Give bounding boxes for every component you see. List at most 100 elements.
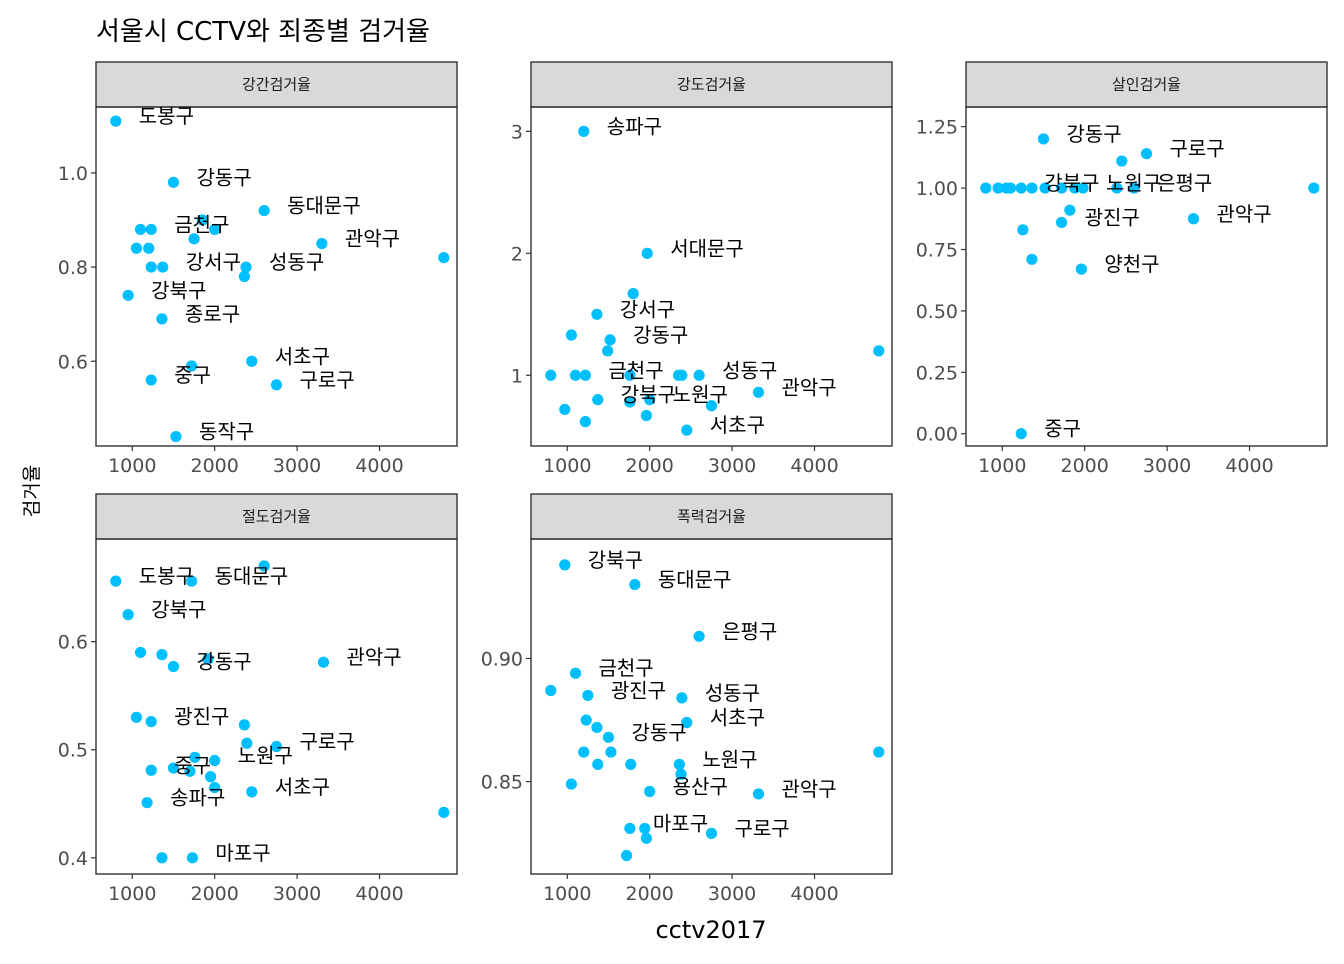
x-tick-label: 2000	[191, 455, 239, 477]
point-label: 양천구	[1104, 252, 1159, 276]
facet-panel-3: 살인검거율 1000 2000 3000 4000 0.00 0.25 0.50 0.75 1.0…	[916, 61, 1328, 477]
data-point	[580, 714, 592, 726]
data-point	[579, 369, 591, 381]
data-point	[629, 578, 641, 591]
point-label: 은평구	[722, 619, 777, 643]
data-point	[1026, 253, 1038, 265]
data-point	[644, 785, 656, 798]
data-point	[167, 762, 180, 774]
point-label: 중구	[174, 753, 211, 777]
data-point	[681, 424, 693, 436]
point-label: 노원구	[702, 747, 757, 771]
point-label: 강북구	[588, 548, 643, 572]
point-label: 강북구	[1044, 171, 1099, 195]
x-tick-label: 1000	[978, 455, 1026, 477]
point-label: 강북구	[621, 383, 676, 407]
point-label: 성동구	[722, 358, 777, 382]
data-point	[676, 692, 688, 704]
point-label: 구로구	[300, 729, 355, 753]
point-label: 도봉구	[139, 564, 194, 588]
data-point	[145, 223, 157, 236]
data-point	[625, 758, 637, 770]
data-point	[578, 746, 590, 758]
point-label: 강북구	[151, 598, 206, 622]
data-point	[1039, 182, 1051, 194]
data-point	[438, 252, 450, 264]
data-point	[141, 797, 153, 809]
data-point	[591, 308, 603, 320]
data-point	[186, 852, 199, 864]
point-label: 강서구	[186, 250, 241, 274]
x-tick-label: 1000	[108, 883, 156, 905]
data-point	[240, 261, 252, 273]
data-point	[693, 630, 705, 642]
point-label: 성동구	[269, 250, 324, 274]
panel-frame	[530, 106, 893, 447]
data-point	[145, 374, 157, 386]
data-point	[246, 355, 258, 367]
x-tick-label: 3000	[708, 883, 756, 905]
point-label: 중구	[174, 363, 211, 387]
data-point	[184, 765, 196, 777]
data-point	[156, 313, 168, 325]
data-point	[640, 409, 652, 422]
data-point	[204, 771, 217, 783]
data-point	[130, 711, 142, 723]
point-label: 강동구	[633, 323, 688, 347]
y-tick-label: 0.5	[58, 740, 88, 762]
point-label: 동대문구	[658, 568, 732, 592]
data-point	[559, 559, 571, 571]
data-point	[1037, 133, 1050, 145]
data-point	[1128, 182, 1140, 194]
point-label: 강동구	[1066, 122, 1121, 146]
data-point	[1077, 182, 1089, 194]
x-tick-label: 1000	[108, 455, 156, 477]
data-point	[110, 115, 122, 127]
point-label: 강북구	[151, 278, 206, 302]
data-point	[582, 689, 594, 702]
data-point	[145, 261, 157, 273]
data-point	[693, 369, 705, 381]
data-point	[624, 396, 636, 408]
data-point	[317, 656, 330, 668]
data-point	[438, 806, 450, 819]
data-point	[591, 721, 603, 734]
data-point	[316, 237, 328, 250]
point-label: 서초구	[710, 413, 765, 437]
data-point	[545, 684, 557, 697]
facet-strip	[965, 61, 1328, 108]
point-label: 금천구	[599, 656, 654, 680]
facet-strip-label: 강도검거율	[677, 76, 746, 94]
data-point	[122, 609, 134, 621]
y-tick-label: 0.4	[58, 848, 88, 870]
facet-strip	[95, 493, 458, 540]
point-label: 강동구	[196, 650, 251, 674]
point-label: 서대문구	[670, 236, 744, 260]
data-point	[675, 768, 687, 780]
data-point	[578, 125, 590, 137]
data-point	[134, 646, 147, 659]
point-label: 동대문구	[287, 194, 361, 218]
data-point	[1015, 428, 1027, 440]
data-point	[167, 660, 180, 673]
y-tick-label: 1.25	[916, 117, 958, 139]
point-label: 동작구	[199, 420, 254, 444]
data-point	[565, 329, 577, 341]
facet-strip-label: 살인검거율	[1112, 76, 1181, 94]
point-label: 도봉구	[139, 104, 194, 128]
data-point	[110, 575, 122, 587]
data-point	[238, 270, 250, 283]
data-point	[270, 379, 283, 391]
y-tick-label: 0.00	[916, 424, 958, 446]
data-point	[186, 360, 198, 372]
x-tick-label: 2000	[191, 883, 239, 905]
y-tick-label: 1.0	[58, 163, 88, 185]
x-tick-label: 2000	[626, 455, 674, 477]
y-tick-label: 0.75	[916, 239, 958, 261]
y-tick-label: 1.00	[916, 178, 958, 200]
data-point	[209, 223, 221, 236]
point-label: 강서구	[620, 297, 675, 321]
data-point	[624, 822, 636, 835]
facet-panel-5: 폭력검거율 1000 2000 3000 4000 0.85 0.90 강북구동대문구은평구금…	[481, 493, 893, 905]
point-label: 노원구	[673, 383, 728, 407]
